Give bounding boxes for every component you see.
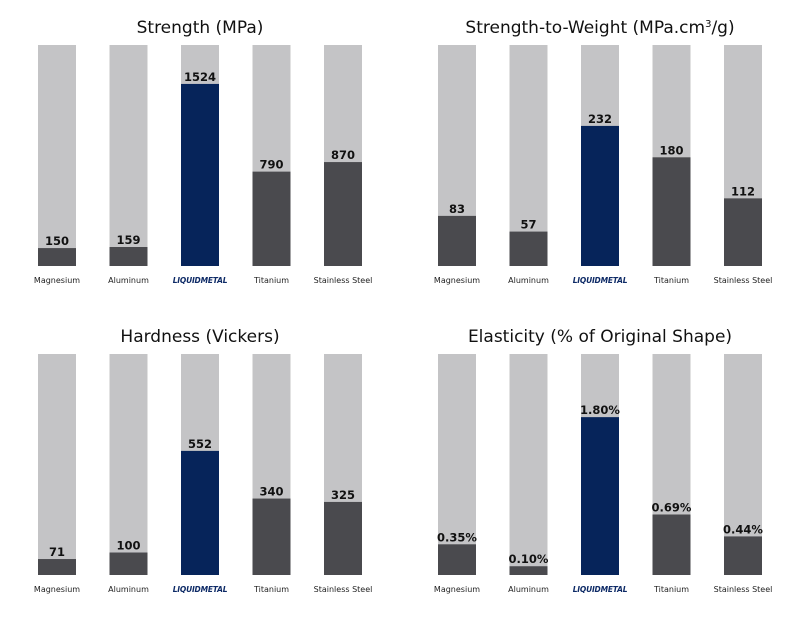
value-label-titanium: 180 [659,143,683,157]
bar-titanium [652,514,691,575]
bar-magnesium [38,559,76,575]
bar-stainless-steel [724,198,762,266]
value-label-aluminum: 0.10% [509,552,549,566]
value-label-magnesium: 83 [449,202,465,216]
bar-stainless-steel [324,501,362,575]
bar-magnesium [38,248,76,266]
value-label-liquidmetal: 552 [188,437,212,451]
value-label-titanium: 0.69% [652,500,692,514]
elasticity-chart: Elasticity (% of Original Shape) 0.35% Mag… [434,327,773,594]
category-label-magnesium: Magnesium [434,585,480,594]
bar-stainless-steel [724,536,762,575]
chart-title: Strength (MPa) [137,18,264,38]
chart-title: Strength-to-Weight (MPa.cm3/g) [465,18,734,38]
bar-track-magnesium [38,45,76,266]
value-label-liquidmetal: 1.80% [580,403,620,417]
value-label-titanium: 340 [259,485,283,499]
bar-track-aluminum [509,354,548,575]
value-label-magnesium: 71 [49,545,65,559]
chart-title: Hardness (Vickers) [120,327,279,347]
hardness-chart: Hardness (Vickers) 71 Magnesium 100 Aluminum… [34,327,373,594]
bar-track-aluminum [509,45,548,266]
chart-panel-strength-to-weight: Strength-to-Weight (MPa.cm3/g) 83 Magnesiu… [400,0,800,309]
value-label-stainless-steel: 870 [331,148,355,162]
bar-aluminum [109,552,148,575]
bar-magnesium [438,215,476,266]
chart-title-text: Elasticity (% of Original Shape) [468,327,732,347]
value-label-aluminum: 159 [116,233,140,247]
brand-logo-label: LIQUIDMETAL [173,585,228,594]
bar-titanium [652,157,691,266]
bar-titanium [252,498,291,575]
category-label-aluminum: Aluminum [508,276,549,285]
bar-magnesium [438,544,476,575]
chart-title-suffix: /g) [711,18,734,38]
category-label-aluminum: Aluminum [108,276,149,285]
category-label-titanium: Titanium [653,585,689,594]
category-label-aluminum: Aluminum [508,585,549,594]
chart-title-superscript: 3 [705,19,711,30]
category-label-titanium: Titanium [253,276,289,285]
bar-track-aluminum [109,45,148,266]
value-label-stainless-steel: 325 [331,488,355,502]
chart-title-text: Hardness (Vickers) [120,327,279,347]
value-label-aluminum: 57 [520,218,536,232]
brand-logo-label: LIQUIDMETAL [173,276,228,285]
category-label-aluminum: Aluminum [108,585,149,594]
bar-aluminum [509,566,548,575]
category-label-stainless-steel: Stainless Steel [714,276,773,285]
chart-title: Elasticity (% of Original Shape) [468,327,732,347]
bar-track-magnesium [38,354,76,575]
value-label-stainless-steel: 112 [731,184,755,198]
value-label-magnesium: 150 [45,234,69,248]
value-label-liquidmetal: 232 [588,112,612,126]
category-label-magnesium: Magnesium [34,585,80,594]
chart-title-text: Strength (MPa) [137,18,264,38]
chart-panel-elasticity: Elasticity (% of Original Shape) 0.35% Mag… [400,309,800,618]
value-label-aluminum: 100 [116,539,140,553]
bar-track-aluminum [109,354,148,575]
category-label-magnesium: Magnesium [34,276,80,285]
category-label-stainless-steel: Stainless Steel [314,276,373,285]
bar-liquidmetal [181,83,219,266]
category-label-titanium: Titanium [253,585,289,594]
value-label-stainless-steel: 0.44% [723,522,763,536]
bar-track-magnesium [438,354,476,575]
brand-logo-label: LIQUIDMETAL [573,585,628,594]
chart-title-text: Strength-to-Weight (MPa.cm [465,18,705,38]
strength-to-weight-chart: Strength-to-Weight (MPa.cm3/g) 83 Magnesiu… [434,18,773,285]
category-label-magnesium: Magnesium [434,276,480,285]
bar-liquidmetal [181,450,219,575]
strength-chart: Strength (MPa) 150 Magnesium 159 Aluminum 152… [34,18,373,285]
category-label-stainless-steel: Stainless Steel [714,585,773,594]
bar-titanium [252,171,291,266]
brand-logo-label: LIQUIDMETAL [573,276,628,285]
chart-panel-hardness: Hardness (Vickers) 71 Magnesium 100 Aluminum… [0,309,400,618]
bar-aluminum [509,231,548,266]
category-label-titanium: Titanium [653,276,689,285]
category-label-stainless-steel: Stainless Steel [314,585,373,594]
bar-liquidmetal [581,417,619,575]
bar-liquidmetal [581,125,619,266]
value-label-titanium: 790 [259,158,283,172]
chart-panel-strength: Strength (MPa) 150 Magnesium 159 Aluminum 152… [0,0,400,309]
value-label-liquidmetal: 1524 [184,70,216,84]
bar-aluminum [109,247,148,266]
bar-stainless-steel [324,162,362,266]
value-label-magnesium: 0.35% [437,530,477,544]
